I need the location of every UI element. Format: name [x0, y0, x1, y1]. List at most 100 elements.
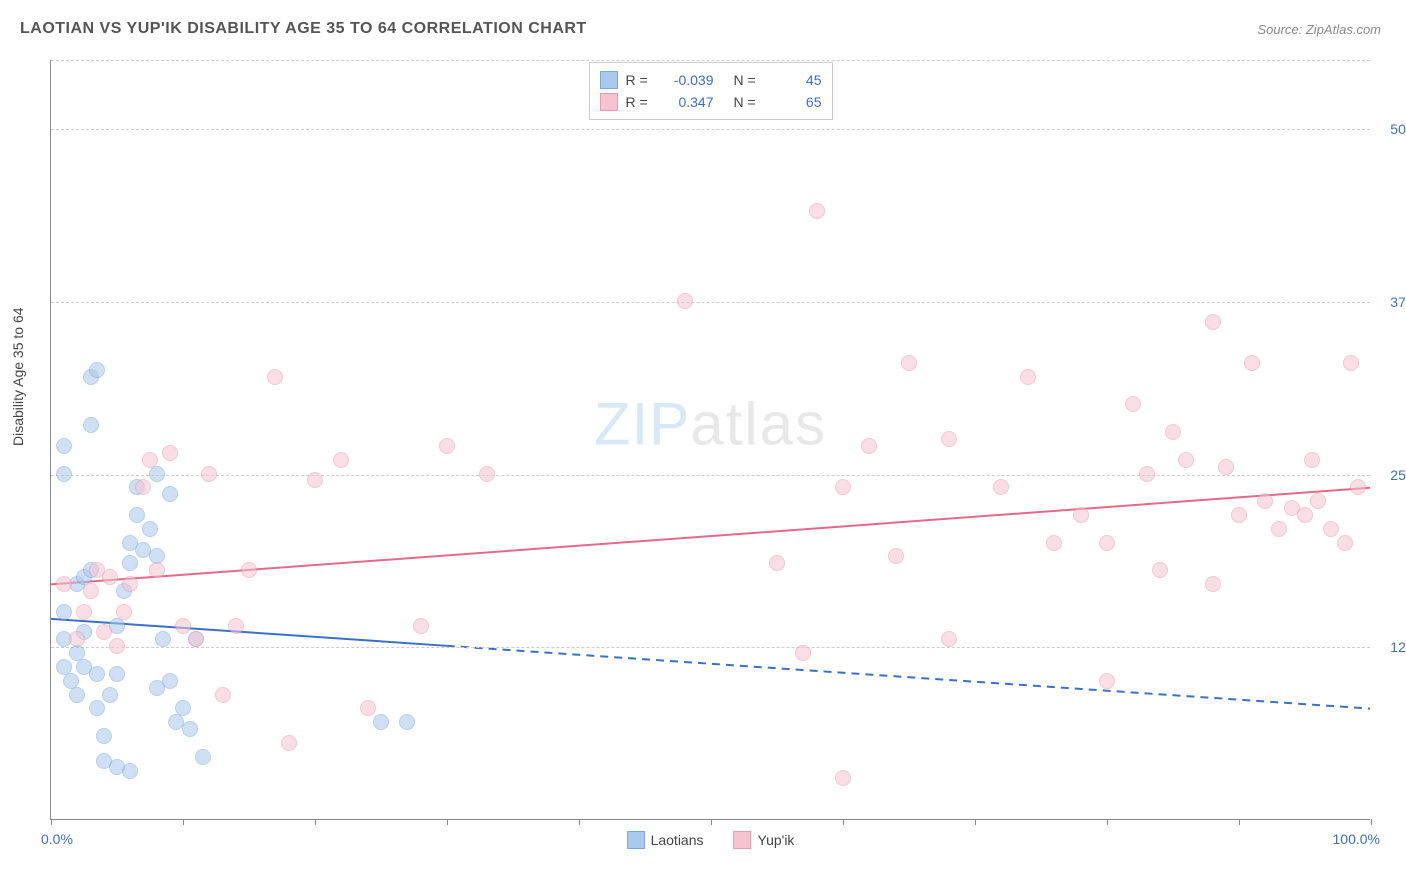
legend-swatch — [734, 831, 752, 849]
data-point — [149, 562, 165, 578]
data-point — [129, 507, 145, 523]
data-point — [1099, 673, 1115, 689]
plot-area: ZIPatlas R =-0.039N =45R =0.347N =65 Lao… — [50, 60, 1370, 820]
data-point — [116, 604, 132, 620]
data-point — [1257, 493, 1273, 509]
y-tick-label: 37.5% — [1375, 294, 1406, 310]
data-point — [769, 555, 785, 571]
data-point — [1152, 562, 1168, 578]
data-point — [149, 466, 165, 482]
y-tick-label: 50.0% — [1375, 121, 1406, 137]
data-point — [89, 362, 105, 378]
data-point — [83, 417, 99, 433]
data-point — [1304, 452, 1320, 468]
data-point — [1310, 493, 1326, 509]
data-point — [1343, 355, 1359, 371]
data-point — [228, 618, 244, 634]
x-tick — [315, 819, 316, 825]
data-point — [479, 466, 495, 482]
legend-r-label: R = — [626, 69, 656, 91]
data-point — [241, 562, 257, 578]
y-tick-label: 25.0% — [1375, 467, 1406, 483]
data-point — [1205, 314, 1221, 330]
data-point — [1205, 576, 1221, 592]
legend-swatch — [627, 831, 645, 849]
y-gridline — [51, 302, 1370, 303]
data-point — [281, 735, 297, 751]
data-point — [1178, 452, 1194, 468]
data-point — [835, 479, 851, 495]
x-tick — [1239, 819, 1240, 825]
data-point — [1231, 507, 1247, 523]
data-point — [162, 673, 178, 689]
data-point — [993, 479, 1009, 495]
data-point — [142, 452, 158, 468]
data-point — [333, 452, 349, 468]
data-point — [188, 631, 204, 647]
data-point — [69, 687, 85, 703]
data-point — [1139, 466, 1155, 482]
legend-n-value: 45 — [772, 69, 822, 91]
data-point — [56, 576, 72, 592]
y-gridline — [51, 129, 1370, 130]
x-axis-max-label: 100.0% — [1333, 831, 1380, 847]
data-point — [69, 631, 85, 647]
correlation-legend-row: R =0.347N =65 — [600, 91, 822, 113]
data-point — [56, 438, 72, 454]
data-point — [399, 714, 415, 730]
data-point — [1271, 521, 1287, 537]
x-tick — [975, 819, 976, 825]
data-point — [1323, 521, 1339, 537]
data-point — [1020, 369, 1036, 385]
data-point — [135, 479, 151, 495]
data-point — [76, 604, 92, 620]
data-point — [175, 618, 191, 634]
legend-n-label: N = — [734, 69, 764, 91]
data-point — [96, 728, 112, 744]
series-legend-item: Yup'ik — [734, 831, 795, 849]
data-point — [307, 472, 323, 488]
series-legend: LaotiansYup'ik — [627, 831, 795, 849]
x-axis-min-label: 0.0% — [41, 831, 73, 847]
data-point — [901, 355, 917, 371]
legend-r-label: R = — [626, 91, 656, 113]
data-point — [1350, 479, 1366, 495]
y-tick-label: 12.5% — [1375, 639, 1406, 655]
x-tick — [183, 819, 184, 825]
data-point — [102, 569, 118, 585]
data-point — [941, 431, 957, 447]
legend-n-label: N = — [734, 91, 764, 113]
legend-n-value: 65 — [772, 91, 822, 113]
legend-swatch — [600, 93, 618, 111]
data-point — [56, 604, 72, 620]
data-point — [162, 486, 178, 502]
data-point — [1046, 535, 1062, 551]
correlation-legend-row: R = -0.039 N = 45 — [600, 69, 822, 91]
data-point — [795, 645, 811, 661]
correlation-legend: R =-0.039N =45R =0.347N =65 — [589, 62, 833, 120]
data-point — [109, 638, 125, 654]
x-tick — [51, 819, 52, 825]
data-point — [89, 700, 105, 716]
data-point — [162, 445, 178, 461]
data-point — [1099, 535, 1115, 551]
x-tick — [711, 819, 712, 825]
data-point — [888, 548, 904, 564]
source-attribution: Source: ZipAtlas.com — [1257, 22, 1381, 37]
data-point — [142, 521, 158, 537]
x-tick — [1371, 819, 1372, 825]
data-point — [1297, 507, 1313, 523]
data-point — [122, 576, 138, 592]
x-tick — [447, 819, 448, 825]
data-point — [1244, 355, 1260, 371]
data-point — [155, 631, 171, 647]
data-point — [195, 749, 211, 765]
data-point — [182, 721, 198, 737]
legend-swatch — [600, 71, 618, 89]
data-point — [215, 687, 231, 703]
legend-r-value: -0.039 — [664, 69, 714, 91]
data-point — [1218, 459, 1234, 475]
y-axis-title: Disability Age 35 to 64 — [10, 307, 26, 446]
x-tick — [1107, 819, 1108, 825]
data-point — [373, 714, 389, 730]
